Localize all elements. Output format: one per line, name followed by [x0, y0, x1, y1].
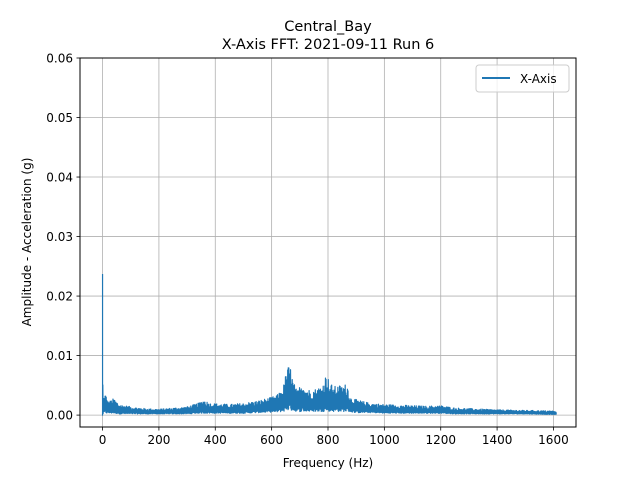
grid-lines [80, 57, 576, 427]
series-line-x-axis [101, 274, 557, 416]
y-tick-label: 0.05 [46, 111, 73, 125]
series-area [101, 274, 557, 416]
chart-subtitle: X-Axis FFT: 2021-09-11 Run 6 [222, 37, 435, 53]
y-tick-label: 0.00 [46, 409, 73, 423]
chart-title: Central_Bay [284, 19, 372, 35]
x-tick-label: 1600 [538, 433, 569, 447]
legend: X-Axis [475, 64, 570, 93]
x-tick-label: 800 [317, 433, 340, 447]
x-tick-label: 200 [147, 433, 170, 447]
legend-label-x-axis: X-Axis [520, 72, 557, 86]
y-tick-label: 0.01 [46, 349, 73, 363]
x-tick-label: 400 [204, 433, 227, 447]
legend-box [475, 64, 570, 93]
y-tick-label: 0.02 [46, 290, 73, 304]
x-axis-ticks: 0 200 400 600 800 1000 1200 1400 1600 [99, 427, 569, 447]
y-tick-label: 0.04 [46, 171, 73, 185]
y-axis-ticks: 0.00 0.01 0.02 0.03 0.04 0.05 0.06 [46, 52, 80, 423]
x-tick-label: 0 [99, 433, 107, 447]
y-tick-label: 0.06 [46, 52, 73, 66]
x-tick-label: 1000 [369, 433, 400, 447]
x-axis-label: Frequency (Hz) [283, 456, 374, 470]
y-tick-label: 0.03 [46, 230, 73, 244]
y-axis-label: Amplitude - Acceleration (g) [20, 158, 34, 327]
x-tick-label: 1200 [425, 433, 456, 447]
x-tick-label: 600 [260, 433, 283, 447]
x-tick-label: 1400 [482, 433, 513, 447]
